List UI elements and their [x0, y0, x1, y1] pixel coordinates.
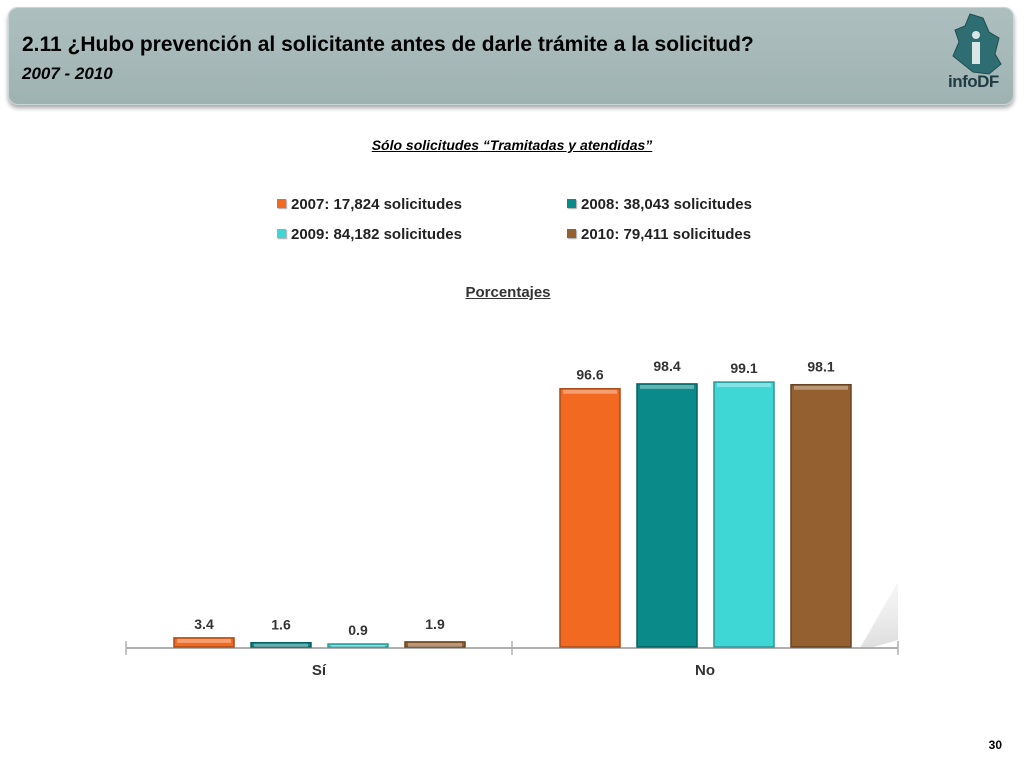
legend-item-2010: 2010: 79,411 solicitudes — [567, 226, 751, 243]
data-label: 3.4 — [194, 616, 214, 632]
bar-no-2007 — [559, 387, 621, 648]
bar-highlight — [331, 645, 385, 647]
bar-highlight — [717, 383, 771, 388]
legend-label-2010: 2010: 79,411 solicitudes — [581, 226, 752, 243]
legend-swatch-2008 — [567, 199, 576, 208]
bar-no-2010 — [790, 383, 852, 648]
data-label: 96.6 — [576, 367, 603, 383]
chart-note: Sólo solicitudes “Tramitadas y atendidas… — [371, 137, 653, 153]
bar-si-2008 — [250, 641, 312, 648]
legend-item-2007: 2007: 17,824 solicitudes — [277, 196, 462, 213]
bar-si-2009 — [327, 643, 389, 648]
chart-title: Porcentajes — [465, 284, 551, 301]
bar-highlight — [563, 389, 617, 394]
bar-highlight — [640, 384, 694, 389]
data-label: 99.1 — [730, 360, 757, 376]
page-subtitle: 2007 - 2010 — [22, 64, 113, 83]
bar-no-2009 — [713, 381, 775, 648]
bar-si-2007 — [173, 637, 235, 648]
category-label-si: Sí — [312, 662, 327, 679]
legend-label-2007: 2007: 17,824 solicitudes — [291, 196, 462, 213]
bar-highlight — [408, 642, 462, 647]
data-label: 98.1 — [807, 359, 834, 375]
legend-label-2009: 2009: 84,182 solicitudes — [291, 226, 462, 243]
logo-text: infoDF — [948, 72, 999, 91]
bar-no-2008 — [636, 383, 698, 648]
page-title: 2.11 ¿Hubo prevención al solicitante ant… — [22, 33, 754, 56]
header-banner: 2.11 ¿Hubo prevención al solicitante ant… — [8, 7, 1014, 105]
legend-swatch-2009 — [277, 229, 286, 238]
legend-item-2008: 2008: 38,043 solicitudes — [567, 196, 752, 213]
legend-item-2009: 2009: 84,182 solicitudes — [277, 226, 462, 243]
legend-label-2008: 2008: 38,043 solicitudes — [581, 196, 752, 213]
bar-si-2010 — [404, 641, 466, 648]
category-label-no: No — [695, 662, 715, 679]
data-label: 98.4 — [653, 358, 680, 374]
data-label: 1.6 — [271, 617, 291, 633]
bar-highlight — [794, 385, 848, 390]
legend-swatch-2010 — [567, 229, 576, 238]
bar-highlight — [177, 638, 231, 643]
floor-shadow — [560, 582, 898, 648]
bar-highlight — [254, 643, 308, 647]
data-label: 0.9 — [348, 622, 368, 638]
infodf-logo — [952, 13, 1002, 75]
data-label: 1.9 — [425, 616, 445, 632]
legend-swatch-2007 — [277, 199, 286, 208]
page-number: 30 — [988, 738, 1002, 752]
